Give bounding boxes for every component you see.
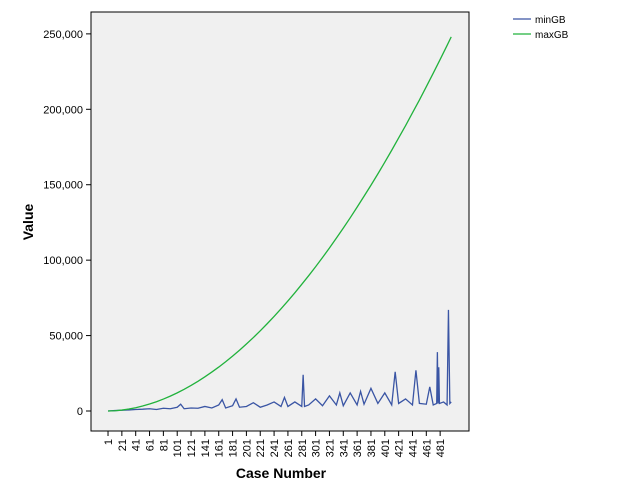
x-tick-label: 341 — [338, 439, 350, 457]
line-series — [107, 309, 452, 412]
y-tick-label: 0 — [77, 406, 83, 418]
x-tick-label: 401 — [380, 439, 392, 457]
y-tick-label: 100,000 — [43, 255, 83, 267]
x-tick-label: 281 — [297, 439, 309, 457]
x-tick-label: 261 — [283, 439, 295, 457]
x-tick-label: 1 — [103, 439, 115, 445]
x-tick-label: 421 — [394, 439, 406, 457]
x-tick-label: 441 — [407, 439, 419, 457]
y-tick-label: 250,000 — [43, 29, 83, 41]
y-tick-label: 200,000 — [43, 104, 83, 116]
legend-label: minGB — [535, 15, 566, 26]
x-tick-label: 221 — [255, 439, 267, 457]
line-series — [107, 36, 452, 412]
x-tick-label: 101 — [172, 439, 184, 457]
x-tick-label: 61 — [145, 439, 157, 451]
x-tick-label: 141 — [200, 439, 212, 457]
x-tick-label: 381 — [366, 439, 378, 457]
x-tick-label: 41 — [131, 439, 143, 451]
y-axis-title: Value — [20, 204, 36, 241]
x-tick-label: 481 — [435, 439, 447, 457]
x-tick-label: 21 — [117, 439, 129, 451]
x-tick-label: 201 — [241, 439, 253, 457]
y-tick-label: 150,000 — [43, 180, 83, 192]
x-tick-label: 321 — [324, 439, 336, 457]
x-tick-label: 241 — [269, 439, 281, 457]
legend-label: maxGB — [535, 30, 569, 41]
x-tick-label: 161 — [214, 439, 226, 457]
x-tick-label: 121 — [186, 439, 198, 457]
x-tick-label: 461 — [421, 439, 433, 457]
x-tick-label: 361 — [352, 439, 364, 457]
x-tick-label: 181 — [228, 439, 240, 457]
x-axis-title: Case Number — [236, 465, 327, 481]
plot-area — [90, 11, 470, 432]
x-tick-label: 301 — [311, 439, 323, 457]
x-tick-label: 81 — [158, 439, 170, 451]
y-tick-label: 50,000 — [49, 331, 83, 343]
